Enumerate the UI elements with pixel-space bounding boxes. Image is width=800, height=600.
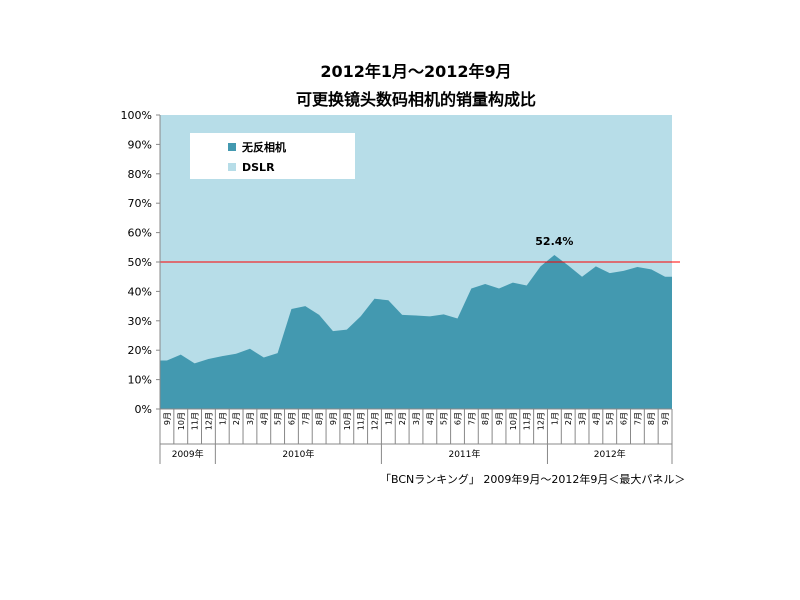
y-tick-label-4: 40% (128, 285, 152, 298)
x-tick-label-28: 1月 (550, 412, 559, 425)
year-label-0: 2009年 (172, 448, 204, 460)
y-tick-label-3: 30% (128, 315, 152, 328)
x-tick-label-17: 2月 (398, 412, 407, 425)
y-tick-label-6: 60% (128, 227, 152, 240)
x-tick-label-11: 8月 (315, 412, 324, 425)
x-tick-label-26: 11月 (523, 412, 532, 430)
x-tick-label-1: 10月 (177, 412, 186, 430)
x-tick-label-15: 12月 (370, 412, 379, 430)
mirrorless-area (160, 254, 672, 409)
legend-label-dslr: DSLR (242, 161, 275, 174)
x-tick-label-25: 10月 (509, 412, 518, 430)
y-tick-label-7: 70% (128, 197, 152, 210)
y-tick-label-8: 80% (128, 168, 152, 181)
x-tick-label-34: 7月 (633, 412, 642, 425)
x-tick-label-36: 9月 (661, 412, 670, 425)
x-tick-label-8: 5月 (274, 412, 283, 425)
x-tick-label-5: 2月 (232, 412, 241, 425)
year-label-1: 2010年 (282, 448, 314, 460)
legend-box (190, 133, 355, 179)
legend-label-mirrorless: 无反相机 (241, 140, 286, 154)
x-tick-label-31: 4月 (592, 412, 601, 425)
x-tick-label-35: 8月 (647, 412, 656, 425)
x-tick-label-14: 11月 (357, 412, 366, 430)
x-tick-label-33: 6月 (620, 412, 629, 425)
y-tick-label-10: 100% (121, 109, 152, 122)
x-tick-label-23: 8月 (481, 412, 490, 425)
chart-title: 2012年1月～2012年9月 (320, 62, 512, 81)
y-tick-label-5: 50% (128, 256, 152, 269)
year-label-2: 2011年 (448, 448, 480, 460)
x-tick-label-9: 6月 (287, 412, 296, 425)
year-label-3: 2012年 (594, 448, 626, 460)
peak-annotation: 52.4% (535, 235, 573, 248)
x-tick-label-19: 4月 (426, 412, 435, 425)
x-tick-label-13: 10月 (343, 412, 352, 430)
x-tick-label-4: 1月 (218, 412, 227, 425)
legend-swatch-mirrorless (228, 143, 236, 151)
x-tick-label-3: 12月 (204, 412, 213, 430)
x-tick-label-6: 3月 (246, 412, 255, 425)
y-tick-label-2: 20% (128, 344, 152, 357)
x-tick-label-22: 7月 (467, 412, 476, 425)
legend-swatch-dslr (228, 163, 236, 171)
x-tick-label-16: 1月 (384, 412, 393, 425)
x-tick-label-12: 9月 (329, 412, 338, 425)
x-tick-label-0: 9月 (163, 412, 172, 425)
y-tick-label-9: 90% (128, 138, 152, 151)
x-tick-label-7: 4月 (260, 412, 269, 425)
x-tick-label-20: 5月 (440, 412, 449, 425)
x-tick-label-2: 11月 (191, 412, 200, 430)
x-tick-label-32: 5月 (606, 412, 615, 425)
x-tick-label-24: 9月 (495, 412, 504, 425)
x-tick-label-29: 2月 (564, 412, 573, 425)
source-note: 「BCNランキング」 2009年9月～2012年9月＜最大パネル＞ (380, 473, 686, 486)
x-tick-label-21: 6月 (454, 412, 463, 425)
x-tick-label-30: 3月 (578, 412, 587, 425)
y-tick-label-1: 10% (128, 374, 152, 387)
x-tick-label-18: 3月 (412, 412, 421, 425)
x-tick-label-27: 12月 (537, 412, 546, 430)
x-tick-label-10: 7月 (301, 412, 310, 425)
y-tick-label-0: 0% (135, 403, 152, 416)
chart-subtitle: 可更换镜头数码相机的销量构成比 (295, 90, 536, 109)
